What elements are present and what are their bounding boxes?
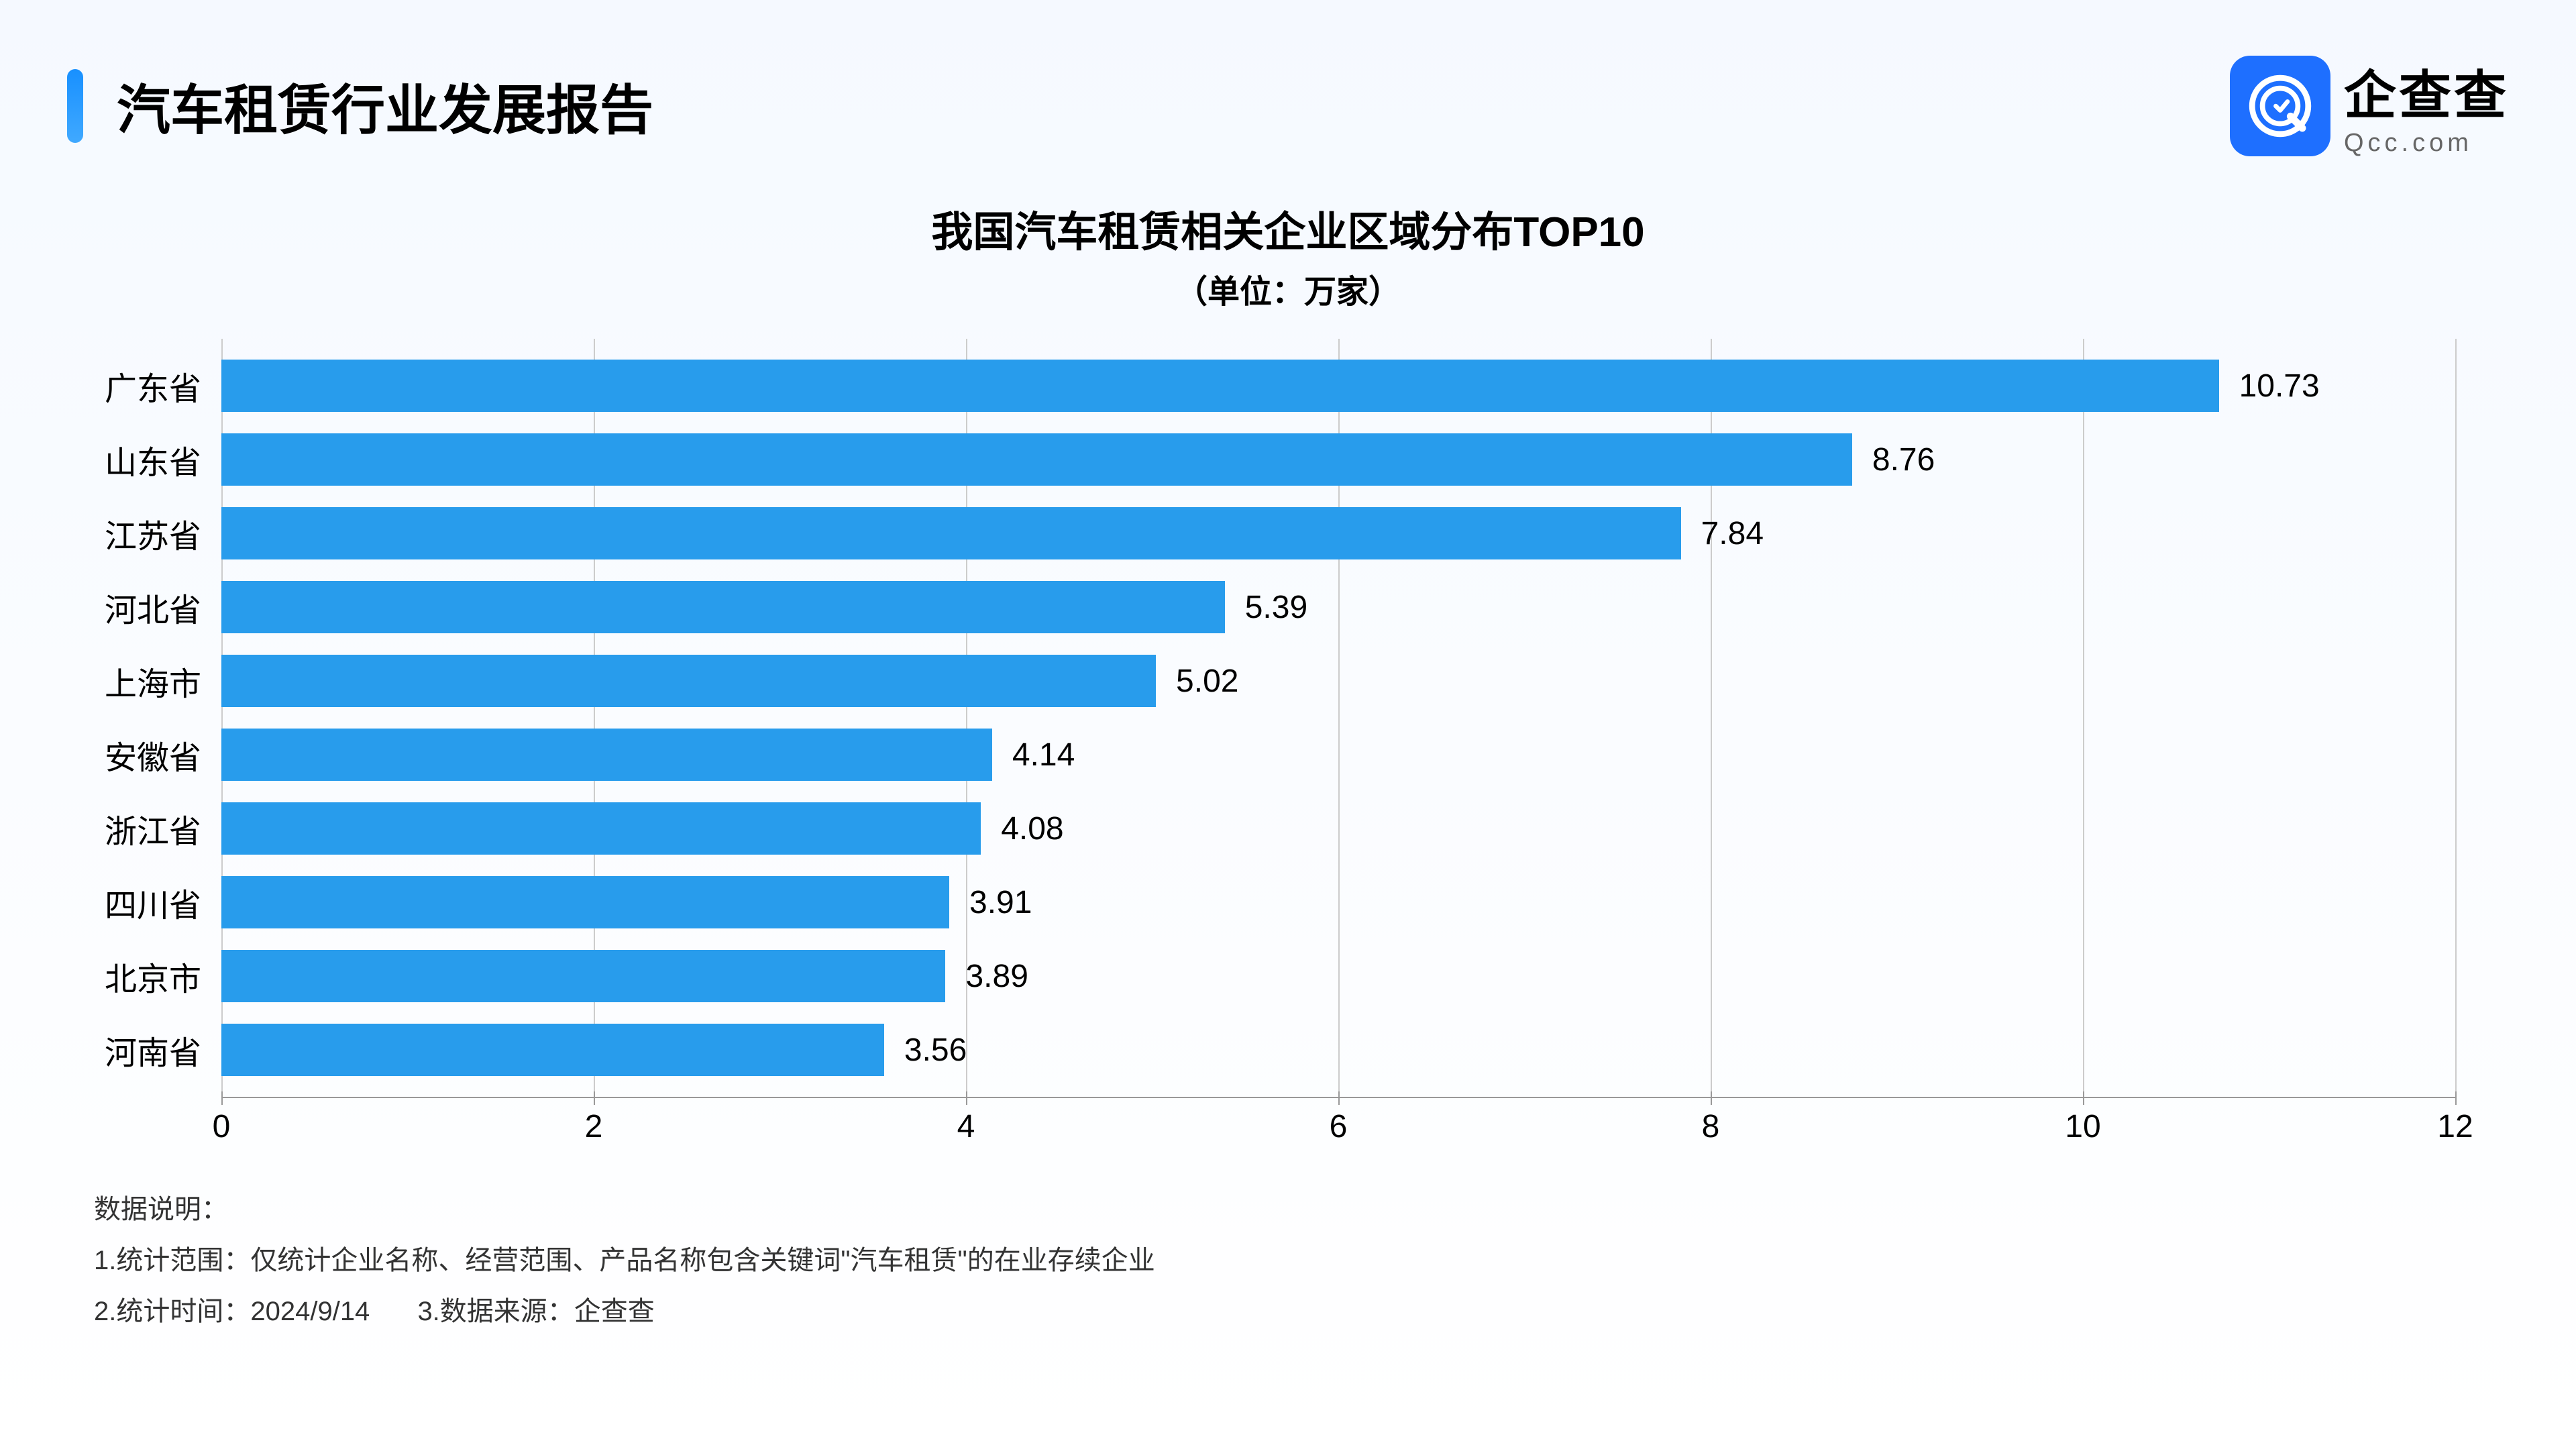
- bar: [221, 802, 981, 855]
- x-tick-mark: [594, 1091, 595, 1105]
- bar-row: 北京市3.89: [221, 946, 2455, 1006]
- chart-area: 广东省10.73 山东省8.76 江苏省7.84 河北省5.39 上海市5.02 安徽省4…: [221, 339, 2455, 1097]
- bar-label: 安徽省: [47, 731, 221, 778]
- bar-label: 四川省: [47, 879, 221, 926]
- x-tick-mark: [2083, 1091, 2084, 1105]
- bar: [221, 581, 1225, 633]
- bar-value: 4.14: [1012, 737, 1075, 773]
- gridline: [2455, 339, 2457, 1097]
- logo-block: 企查查 Qcc.com: [2230, 54, 2509, 158]
- bar-value: 8.76: [1872, 441, 1935, 478]
- bar-row: 广东省10.73: [221, 356, 2455, 416]
- x-tick-mark: [1338, 1091, 1340, 1105]
- bar-value: 3.56: [904, 1032, 967, 1069]
- x-tick-label: 10: [2065, 1108, 2100, 1145]
- chart-title: 我国汽车租赁相关企业区域分布TOP10: [67, 198, 2509, 258]
- notes-line1: 1.统计范围：仅统计企业名称、经营范围、产品名称包含关键词"汽车租赁"的在业存续…: [94, 1235, 2509, 1286]
- x-tick-label: 8: [1702, 1108, 1720, 1145]
- bar-label: 江苏省: [47, 510, 221, 557]
- header: 汽车租赁行业发展报告 企查查 Qcc.com: [67, 54, 2509, 158]
- bar-value: 10.73: [2239, 368, 2320, 405]
- logo-icon: [2230, 56, 2330, 156]
- x-tick-mark: [966, 1091, 967, 1105]
- x-tick-label: 0: [213, 1108, 231, 1145]
- bar-row: 四川省3.91: [221, 872, 2455, 932]
- x-tick-label: 4: [957, 1108, 975, 1145]
- bar-value: 7.84: [1701, 515, 1764, 552]
- bar-value: 3.89: [965, 958, 1028, 995]
- logo-text-en: Qcc.com: [2344, 129, 2509, 158]
- bar-value: 5.02: [1176, 663, 1238, 700]
- bar-label: 山东省: [47, 436, 221, 483]
- bar: [221, 876, 949, 928]
- bar: [221, 360, 2219, 412]
- bar-row: 安徽省4.14: [221, 724, 2455, 785]
- logo-text-cn: 企查查: [2344, 54, 2509, 129]
- bar-row: 上海市5.02: [221, 651, 2455, 711]
- bar-label: 河南省: [47, 1026, 221, 1073]
- accent-bar: [67, 69, 83, 143]
- x-tick-mark: [1711, 1091, 1712, 1105]
- bar: [221, 433, 1852, 486]
- bar-row: 河北省5.39: [221, 577, 2455, 637]
- bar-label: 上海市: [47, 657, 221, 704]
- bar-row: 河南省3.56: [221, 1020, 2455, 1080]
- x-tick-mark: [221, 1091, 223, 1105]
- bar: [221, 1024, 884, 1076]
- bar-label: 广东省: [47, 362, 221, 409]
- bar: [221, 507, 1681, 559]
- x-tick-label: 2: [585, 1108, 603, 1145]
- bar: [221, 950, 945, 1002]
- bar-row: 江苏省7.84: [221, 503, 2455, 564]
- bar-label: 浙江省: [47, 805, 221, 852]
- bar: [221, 655, 1156, 707]
- bar-value: 4.08: [1001, 810, 1063, 847]
- x-tick-label: 12: [2437, 1108, 2473, 1145]
- x-tick-label: 6: [1330, 1108, 1348, 1145]
- main-title: 汽车租赁行业发展报告: [117, 67, 653, 145]
- chart-title-block: 我国汽车租赁相关企业区域分布TOP10 （单位：万家）: [67, 198, 2509, 312]
- bars: 广东省10.73 山东省8.76 江苏省7.84 河北省5.39 上海市5.02 安徽省4…: [221, 339, 2455, 1097]
- notes: 数据说明： 1.统计范围：仅统计企业名称、经营范围、产品名称包含关键词"汽车租赁…: [94, 1184, 2509, 1337]
- bar-value: 5.39: [1245, 589, 1307, 626]
- title-block: 汽车租赁行业发展报告: [67, 67, 653, 145]
- notes-line2a: 2.统计时间：2024/9/14: [94, 1286, 370, 1337]
- bar: [221, 729, 992, 781]
- chart-subtitle: （单位：万家）: [67, 265, 2509, 312]
- bar-row: 浙江省4.08: [221, 798, 2455, 859]
- notes-line2: 2.统计时间：2024/9/14 3.数据来源：企查查: [94, 1286, 2509, 1337]
- x-axis: 024681012: [221, 1097, 2455, 1150]
- bar-label: 河北省: [47, 584, 221, 631]
- x-tick-mark: [2455, 1091, 2457, 1105]
- notes-heading: 数据说明：: [94, 1184, 2509, 1235]
- bar-label: 北京市: [47, 953, 221, 1000]
- notes-line2b: 3.数据来源：企查查: [417, 1286, 654, 1337]
- chart-container: 广东省10.73 山东省8.76 江苏省7.84 河北省5.39 上海市5.02 安徽省4…: [221, 339, 2455, 1164]
- bar-value: 3.91: [969, 884, 1032, 921]
- logo-text: 企查查 Qcc.com: [2344, 54, 2509, 158]
- bar-row: 山东省8.76: [221, 429, 2455, 490]
